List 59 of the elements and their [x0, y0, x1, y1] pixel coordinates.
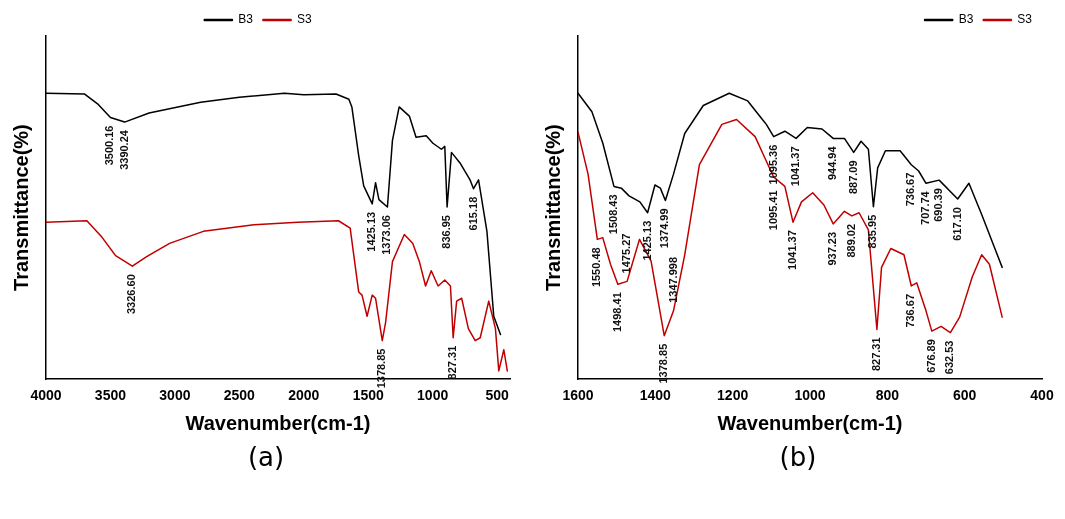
annotation: 736.67 [904, 172, 917, 207]
text: (b) [779, 442, 817, 472]
y-axis-title: Transmittance(%) [541, 124, 564, 291]
x-tick-label: 3000 [159, 387, 191, 404]
text: (a) [247, 442, 285, 472]
annotation: 1425.13 [365, 211, 378, 252]
legend-label: S3 [297, 12, 312, 27]
annotation: 1095.36 [766, 144, 779, 185]
annotation: 707.74 [919, 190, 932, 225]
annotation: 3390.24 [117, 129, 130, 170]
legend-label: B3 [238, 12, 254, 27]
annotation: 1498.41 [610, 292, 623, 333]
legend-label: S3 [1017, 12, 1033, 27]
annotation: 1508.43 [606, 194, 619, 235]
annotation: 1475.27 [620, 233, 633, 274]
x-axis-title: Wavenumber(cm-1) [717, 411, 903, 434]
annotation: 3326.60 [125, 274, 138, 314]
annotation: 1378.85 [375, 348, 388, 389]
x-axis-title: Wavenumber(cm-1) [185, 411, 371, 434]
x-tick-label: 1600 [562, 387, 594, 404]
annotation: 1095.41 [766, 190, 779, 231]
x-tick-label: 400 [1030, 387, 1054, 404]
annotation: 1347.998 [666, 256, 679, 303]
annotation: 1378.85 [657, 343, 670, 384]
annotation: 1374.99 [658, 208, 671, 249]
x-tick-label: 500 [485, 387, 509, 404]
legend-label: B3 [958, 12, 974, 27]
annotation: 1550.48 [590, 247, 603, 288]
annotation: 1373.06 [380, 215, 393, 255]
annotation: 944.94 [826, 145, 839, 181]
x-tick-label: 1400 [639, 387, 672, 404]
x-tick-label: 800 [875, 387, 900, 404]
annotation: 736.67 [904, 293, 917, 328]
annotation: 827.31 [869, 337, 882, 372]
x-tick-label: 1000 [417, 387, 449, 404]
annotation: 1041.37 [786, 230, 799, 270]
annotation: 1425.13 [640, 220, 653, 261]
y-axis-title: Transmittance(%) [9, 124, 32, 291]
x-tick-label: 2000 [288, 387, 320, 404]
annotation: 835.95 [866, 214, 879, 249]
x-tick-label: 2500 [223, 387, 256, 404]
x-tick-label: 4000 [30, 387, 62, 404]
annotation: 615.18 [466, 196, 479, 231]
annotation: 632.53 [943, 340, 956, 375]
x-tick-label: 1500 [352, 387, 384, 404]
annotation: 690.39 [932, 188, 945, 222]
annotation: 889.02 [844, 223, 857, 258]
annotation: 676.89 [924, 339, 937, 373]
annotation: 3500.16 [103, 125, 116, 166]
x-tick-label: 1000 [794, 387, 826, 404]
annotation: 937.23 [826, 231, 839, 266]
annotation: 827.31 [446, 345, 459, 380]
annotation: 1041.37 [789, 146, 802, 187]
annotation: 617.10 [950, 207, 963, 241]
annotation: 836.95 [440, 215, 453, 249]
x-tick-label: 1200 [717, 387, 749, 404]
x-tick-label: 600 [952, 387, 977, 404]
annotation: 887.09 [846, 160, 859, 195]
x-tick-label: 3500 [94, 387, 127, 404]
